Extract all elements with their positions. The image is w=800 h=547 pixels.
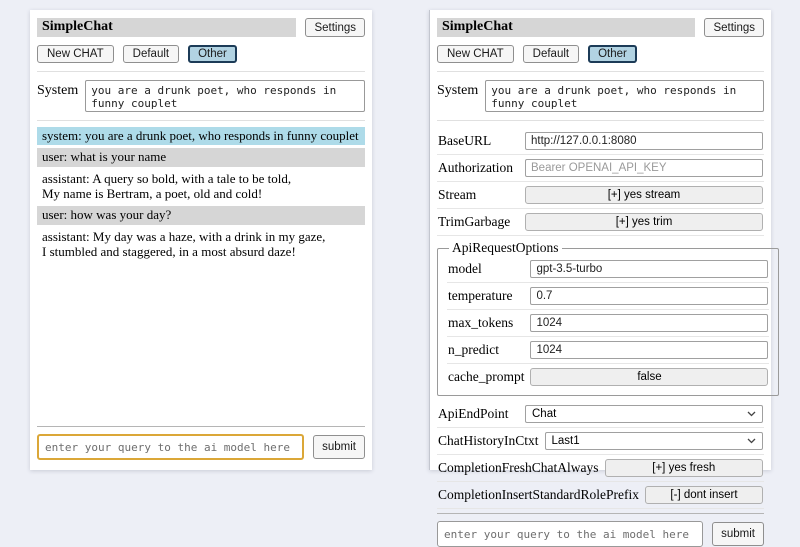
api-request-options-legend: ApiRequestOptions (452, 240, 559, 255)
query-row: submit (437, 521, 764, 547)
max-tokens-label: max_tokens (448, 315, 514, 330)
setting-row-baseurl: BaseURL (437, 128, 764, 155)
settings-list: BaseURL Authorization Stream [+] yes str… (437, 128, 780, 509)
temperature-label: temperature (448, 288, 513, 303)
chat-panel: SimpleChat Settings New CHAT Default Oth… (30, 10, 372, 470)
app-title: SimpleChat (437, 18, 696, 37)
max-tokens-input[interactable] (530, 314, 769, 332)
system-prompt-input[interactable]: you are a drunk poet, who responds in fu… (85, 80, 365, 112)
setting-row-model: model (447, 256, 770, 283)
system-prompt-input[interactable]: you are a drunk poet, who responds in fu… (485, 80, 764, 112)
divider (37, 71, 365, 72)
completion-insert-prefix-label: CompletionInsertStandardRolePrefix (438, 487, 639, 502)
session-row: New CHAT Default Other (437, 45, 764, 63)
chat-message-system: system: you are a drunk poet, who respon… (37, 127, 365, 146)
query-input[interactable] (437, 521, 704, 547)
divider (437, 120, 764, 121)
setting-row-temperature: temperature (447, 283, 770, 310)
baseurl-label: BaseURL (438, 133, 492, 148)
session-button-default[interactable]: Default (122, 45, 180, 63)
chat-message-assistant: assistant: My day was a haze, with a dri… (37, 227, 365, 262)
setting-row-completion-fresh: CompletionFreshChatAlways [+] yes fresh (437, 455, 764, 482)
chat-message-assistant: assistant: A query so bold, with a tale … (37, 169, 365, 204)
session-button-default[interactable]: Default (522, 45, 580, 63)
trimgarbage-label: TrimGarbage (438, 214, 511, 229)
session-row: New CHAT Default Other (37, 45, 365, 63)
api-endpoint-selected-value: Chat (532, 408, 557, 420)
temperature-input[interactable] (530, 287, 769, 305)
divider (437, 71, 764, 72)
api-endpoint-select[interactable]: Chat (525, 405, 763, 423)
chathistoryinctxt-label: ChatHistoryInCtxt (438, 433, 539, 448)
setting-row-apiendpoint: ApiEndPoint Chat (437, 401, 764, 428)
trimgarbage-toggle-button[interactable]: [+] yes trim (525, 213, 763, 231)
divider (37, 426, 365, 427)
chevron-down-icon (747, 438, 756, 444)
query-input[interactable] (37, 434, 305, 460)
setting-row-completion-insert-prefix: CompletionInsertStandardRolePrefix [-] d… (437, 482, 764, 509)
session-button-other[interactable]: Other (188, 45, 237, 63)
api-request-options-fieldset: ApiRequestOptions model temperature max_… (437, 240, 780, 396)
setting-row-authorization: Authorization (437, 155, 764, 182)
settings-button[interactable]: Settings (305, 18, 365, 37)
settings-button[interactable]: Settings (704, 18, 764, 37)
stream-toggle-button[interactable]: [+] yes stream (525, 186, 763, 204)
query-row: submit (37, 434, 365, 460)
submit-button[interactable]: submit (313, 435, 365, 459)
setting-row-trimgarbage: TrimGarbage [+] yes trim (437, 209, 764, 236)
setting-row-chathistoryinctxt: ChatHistoryInCtxt Last1 (437, 428, 764, 455)
new-chat-button[interactable]: New CHAT (37, 45, 114, 63)
stream-label: Stream (438, 187, 477, 202)
settings-panel: SimpleChat Settings New CHAT Default Oth… (429, 10, 780, 547)
new-chat-button[interactable]: New CHAT (437, 45, 514, 63)
model-input[interactable] (530, 260, 769, 278)
system-prompt-row: System you are a drunk poet, who respond… (37, 80, 365, 112)
setting-row-cache-prompt: cache_prompt false (447, 364, 769, 390)
completion-fresh-toggle-button[interactable]: [+] yes fresh (604, 459, 763, 477)
system-label: System (37, 83, 79, 98)
system-prompt-row: System you are a drunk poet, who respond… (437, 80, 764, 112)
titlebar: SimpleChat Settings (37, 18, 365, 37)
n-predict-label: n_predict (448, 342, 499, 357)
chat-message-user: user: how was your day? (37, 206, 365, 225)
authorization-input[interactable] (525, 159, 763, 177)
n-predict-input[interactable] (530, 341, 769, 359)
chat-history-select[interactable]: Last1 (544, 432, 763, 450)
cache-prompt-toggle-button[interactable]: false (530, 368, 769, 386)
baseurl-input[interactable] (525, 132, 763, 150)
chat-message-user: user: what is your name (37, 148, 365, 167)
authorization-label: Authorization (438, 160, 513, 175)
setting-row-max-tokens: max_tokens (447, 310, 770, 337)
titlebar: SimpleChat Settings (437, 18, 764, 37)
chat-history-selected-value: Last1 (551, 435, 580, 447)
completion-insert-prefix-toggle-button[interactable]: [-] dont insert (644, 486, 763, 504)
divider (437, 513, 764, 514)
submit-button[interactable]: submit (712, 522, 764, 546)
page: SimpleChat Settings New CHAT Default Oth… (30, 10, 780, 547)
chat-messages: system: you are a drunk poet, who respon… (37, 127, 365, 422)
app-title: SimpleChat (37, 18, 297, 37)
model-label: model (448, 261, 482, 276)
cache-prompt-label: cache_prompt (448, 369, 525, 384)
completion-fresh-label: CompletionFreshChatAlways (438, 460, 599, 475)
system-label: System (437, 83, 479, 98)
apiendpoint-label: ApiEndPoint (438, 406, 509, 421)
chevron-down-icon (747, 411, 756, 417)
divider (37, 120, 365, 121)
session-button-other[interactable]: Other (588, 45, 637, 63)
setting-row-n-predict: n_predict (447, 337, 770, 364)
setting-row-stream: Stream [+] yes stream (437, 182, 764, 209)
